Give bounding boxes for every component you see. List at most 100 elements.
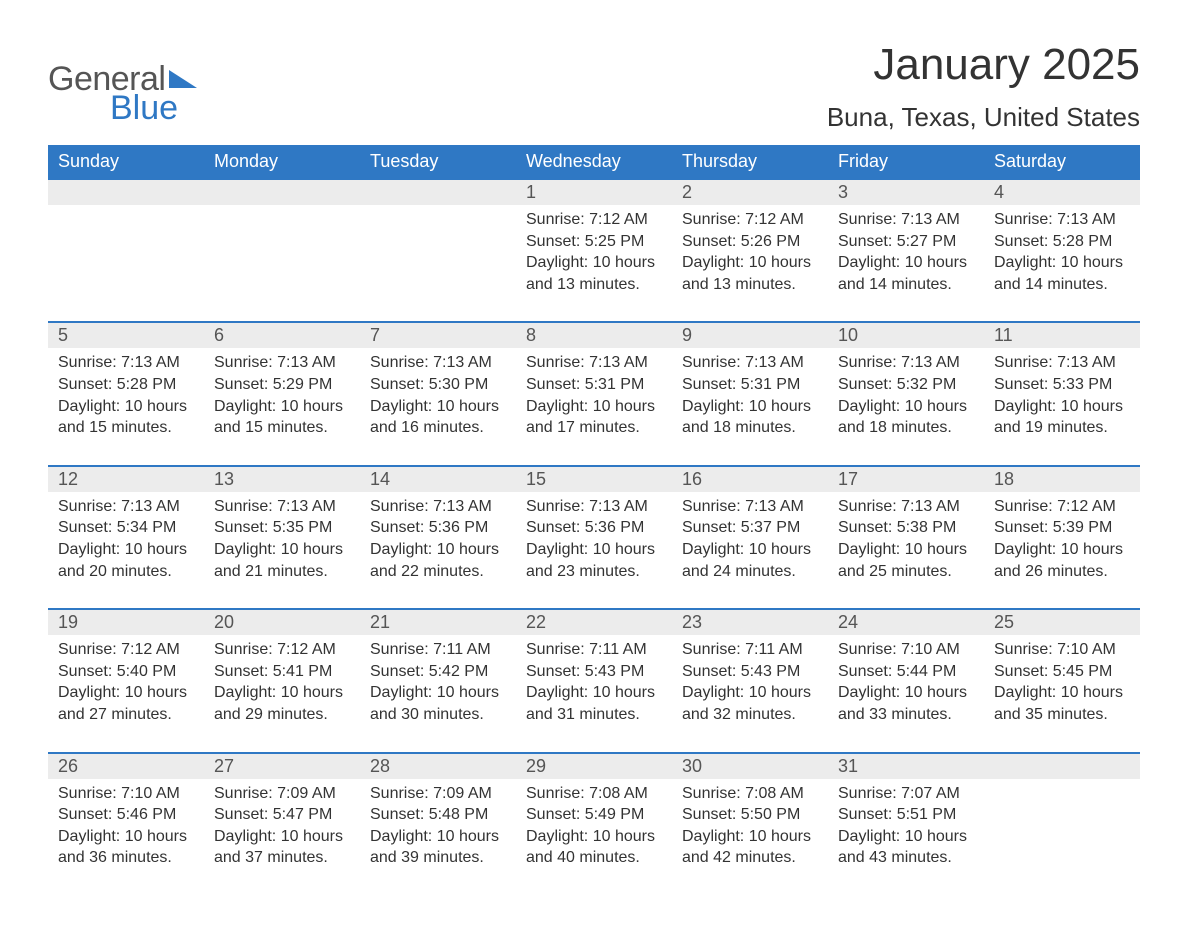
sunset-text: Sunset: 5:36 PM — [370, 517, 506, 539]
day-number-cell — [48, 179, 204, 205]
weekday-header: Wednesday — [516, 145, 672, 179]
sunset-text: Sunset: 5:25 PM — [526, 231, 662, 253]
calendar-table: SundayMondayTuesdayWednesdayThursdayFrid… — [48, 145, 1140, 895]
sunset-text: Sunset: 5:35 PM — [214, 517, 350, 539]
triangle-icon — [169, 70, 197, 88]
daylight-text: Daylight: 10 hours and 22 minutes. — [370, 539, 506, 582]
daylight-text: Daylight: 10 hours and 29 minutes. — [214, 682, 350, 725]
daylight-text: Daylight: 10 hours and 35 minutes. — [994, 682, 1130, 725]
sunrise-text: Sunrise: 7:13 AM — [682, 496, 818, 518]
sunrise-text: Sunrise: 7:13 AM — [370, 496, 506, 518]
daylight-text: Daylight: 10 hours and 27 minutes. — [58, 682, 194, 725]
daylight-text: Daylight: 10 hours and 33 minutes. — [838, 682, 974, 725]
day-data-cell — [48, 205, 204, 322]
sunrise-text: Sunrise: 7:13 AM — [526, 352, 662, 374]
sunrise-text: Sunrise: 7:13 AM — [994, 352, 1130, 374]
sunrise-text: Sunrise: 7:13 AM — [526, 496, 662, 518]
sunset-text: Sunset: 5:49 PM — [526, 804, 662, 826]
sunset-text: Sunset: 5:30 PM — [370, 374, 506, 396]
weekday-header: Saturday — [984, 145, 1140, 179]
sunset-text: Sunset: 5:26 PM — [682, 231, 818, 253]
day-data-row: Sunrise: 7:12 AMSunset: 5:25 PMDaylight:… — [48, 205, 1140, 322]
brand-word-2: Blue — [110, 89, 197, 128]
day-data-cell: Sunrise: 7:07 AMSunset: 5:51 PMDaylight:… — [828, 779, 984, 895]
daylight-text: Daylight: 10 hours and 31 minutes. — [526, 682, 662, 725]
day-number-row: 12131415161718 — [48, 466, 1140, 492]
day-number-cell — [360, 179, 516, 205]
sunset-text: Sunset: 5:39 PM — [994, 517, 1130, 539]
daylight-text: Daylight: 10 hours and 40 minutes. — [526, 826, 662, 869]
day-data-row: Sunrise: 7:10 AMSunset: 5:46 PMDaylight:… — [48, 779, 1140, 895]
sunrise-text: Sunrise: 7:11 AM — [526, 639, 662, 661]
day-data-cell: Sunrise: 7:13 AMSunset: 5:34 PMDaylight:… — [48, 492, 204, 609]
day-number-cell: 9 — [672, 322, 828, 348]
day-data-cell: Sunrise: 7:13 AMSunset: 5:36 PMDaylight:… — [360, 492, 516, 609]
day-data-cell: Sunrise: 7:12 AMSunset: 5:41 PMDaylight:… — [204, 635, 360, 752]
sunset-text: Sunset: 5:31 PM — [526, 374, 662, 396]
day-number-row: 262728293031 — [48, 753, 1140, 779]
sunset-text: Sunset: 5:50 PM — [682, 804, 818, 826]
daylight-text: Daylight: 10 hours and 20 minutes. — [58, 539, 194, 582]
sunrise-text: Sunrise: 7:13 AM — [370, 352, 506, 374]
sunrise-text: Sunrise: 7:13 AM — [58, 352, 194, 374]
brand-logo: General Blue — [48, 40, 197, 128]
sunset-text: Sunset: 5:27 PM — [838, 231, 974, 253]
sunrise-text: Sunrise: 7:13 AM — [58, 496, 194, 518]
sunrise-text: Sunrise: 7:12 AM — [58, 639, 194, 661]
daylight-text: Daylight: 10 hours and 26 minutes. — [994, 539, 1130, 582]
sunrise-text: Sunrise: 7:13 AM — [214, 496, 350, 518]
page-header: General Blue January 2025 Buna, Texas, U… — [48, 40, 1140, 133]
daylight-text: Daylight: 10 hours and 43 minutes. — [838, 826, 974, 869]
day-number-cell: 15 — [516, 466, 672, 492]
day-data-cell: Sunrise: 7:13 AMSunset: 5:35 PMDaylight:… — [204, 492, 360, 609]
month-title: January 2025 — [827, 40, 1140, 90]
day-data-cell: Sunrise: 7:13 AMSunset: 5:31 PMDaylight:… — [672, 348, 828, 465]
daylight-text: Daylight: 10 hours and 32 minutes. — [682, 682, 818, 725]
title-block: January 2025 Buna, Texas, United States — [827, 40, 1140, 133]
sunrise-text: Sunrise: 7:09 AM — [370, 783, 506, 805]
sunrise-text: Sunrise: 7:13 AM — [838, 496, 974, 518]
daylight-text: Daylight: 10 hours and 18 minutes. — [838, 396, 974, 439]
sunrise-text: Sunrise: 7:13 AM — [994, 209, 1130, 231]
daylight-text: Daylight: 10 hours and 37 minutes. — [214, 826, 350, 869]
day-number-cell: 30 — [672, 753, 828, 779]
day-number-cell: 5 — [48, 322, 204, 348]
day-data-cell: Sunrise: 7:13 AMSunset: 5:37 PMDaylight:… — [672, 492, 828, 609]
day-data-cell: Sunrise: 7:13 AMSunset: 5:28 PMDaylight:… — [48, 348, 204, 465]
day-number-row: 1234 — [48, 179, 1140, 205]
day-number-cell: 31 — [828, 753, 984, 779]
daylight-text: Daylight: 10 hours and 14 minutes. — [994, 252, 1130, 295]
daylight-text: Daylight: 10 hours and 13 minutes. — [682, 252, 818, 295]
day-number-cell: 18 — [984, 466, 1140, 492]
day-data-cell: Sunrise: 7:10 AMSunset: 5:46 PMDaylight:… — [48, 779, 204, 895]
sunset-text: Sunset: 5:37 PM — [682, 517, 818, 539]
day-data-cell: Sunrise: 7:10 AMSunset: 5:44 PMDaylight:… — [828, 635, 984, 752]
sunrise-text: Sunrise: 7:11 AM — [370, 639, 506, 661]
sunrise-text: Sunrise: 7:11 AM — [682, 639, 818, 661]
daylight-text: Daylight: 10 hours and 14 minutes. — [838, 252, 974, 295]
sunrise-text: Sunrise: 7:12 AM — [682, 209, 818, 231]
sunset-text: Sunset: 5:31 PM — [682, 374, 818, 396]
daylight-text: Daylight: 10 hours and 15 minutes. — [214, 396, 350, 439]
sunrise-text: Sunrise: 7:13 AM — [214, 352, 350, 374]
sunrise-text: Sunrise: 7:09 AM — [214, 783, 350, 805]
day-number-cell: 14 — [360, 466, 516, 492]
day-data-cell: Sunrise: 7:13 AMSunset: 5:28 PMDaylight:… — [984, 205, 1140, 322]
day-data-cell: Sunrise: 7:13 AMSunset: 5:32 PMDaylight:… — [828, 348, 984, 465]
daylight-text: Daylight: 10 hours and 15 minutes. — [58, 396, 194, 439]
sunset-text: Sunset: 5:43 PM — [526, 661, 662, 683]
daylight-text: Daylight: 10 hours and 39 minutes. — [370, 826, 506, 869]
day-number-row: 567891011 — [48, 322, 1140, 348]
sunrise-text: Sunrise: 7:12 AM — [526, 209, 662, 231]
sunset-text: Sunset: 5:43 PM — [682, 661, 818, 683]
day-number-cell: 4 — [984, 179, 1140, 205]
day-data-cell: Sunrise: 7:13 AMSunset: 5:30 PMDaylight:… — [360, 348, 516, 465]
calendar-header-row: SundayMondayTuesdayWednesdayThursdayFrid… — [48, 145, 1140, 179]
weekday-header: Tuesday — [360, 145, 516, 179]
day-number-cell: 25 — [984, 609, 1140, 635]
day-number-cell: 21 — [360, 609, 516, 635]
day-number-cell: 3 — [828, 179, 984, 205]
day-number-cell: 20 — [204, 609, 360, 635]
sunrise-text: Sunrise: 7:13 AM — [838, 209, 974, 231]
day-data-cell: Sunrise: 7:13 AMSunset: 5:38 PMDaylight:… — [828, 492, 984, 609]
